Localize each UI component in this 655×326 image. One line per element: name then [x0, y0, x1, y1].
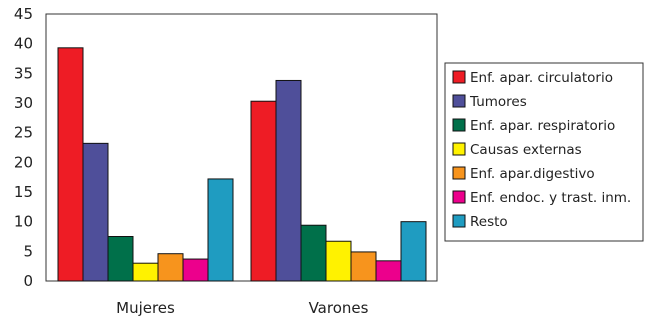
legend-swatch [452, 142, 466, 156]
bar [182, 258, 209, 282]
category-label: Varones [309, 299, 369, 317]
legend-label: Tumores [469, 94, 527, 110]
legend-swatch [452, 70, 466, 84]
bar [400, 221, 427, 282]
legend-label: Enf. apar.digestivo [470, 166, 595, 182]
bar [82, 142, 109, 282]
legend-label: Enf. endoc. y trast. inm. [470, 190, 631, 206]
bar [107, 236, 134, 282]
legend: Enf. apar. circulatorio Tumores Enf. apar.… [444, 62, 644, 242]
y-tick-label: 20 [14, 153, 33, 171]
plot-frame [45, 13, 438, 282]
bar [207, 178, 234, 282]
y-tick-label: 45 [14, 5, 33, 23]
y-tick-label: 10 [14, 213, 33, 231]
bar [132, 262, 159, 282]
legend-swatch [452, 118, 466, 132]
y-axis: 0 5 10 15 20 25 30 35 40 45 [14, 5, 33, 290]
legend-label: Causas externas [470, 142, 582, 158]
bar [375, 260, 402, 282]
legend-swatch [452, 214, 466, 228]
bar [300, 224, 327, 282]
legend-swatch [452, 190, 466, 204]
legend-box [444, 62, 644, 242]
legend-label: Enf. apar. circulatorio [470, 70, 613, 86]
bar [350, 251, 377, 282]
legend-swatch [452, 94, 466, 108]
y-tick-label: 40 [14, 35, 33, 53]
bar [325, 240, 352, 282]
bar [57, 47, 84, 282]
category-label: Mujeres [116, 299, 175, 317]
y-tick-label: 15 [14, 183, 33, 201]
bar [157, 253, 184, 282]
y-tick-label: 25 [14, 124, 33, 142]
bar [275, 79, 302, 282]
y-tick-label: 5 [23, 242, 33, 260]
legend-label: Enf. apar. respiratorio [470, 118, 615, 134]
legend-label: Resto [470, 214, 508, 230]
y-tick-label: 30 [14, 94, 33, 112]
bar [250, 100, 277, 282]
plot-border [45, 13, 438, 282]
legend-swatch [452, 166, 466, 180]
bars [57, 47, 427, 282]
x-axis: Mujeres Varones [116, 299, 368, 317]
y-tick-label: 0 [23, 272, 33, 290]
y-tick-label: 35 [14, 64, 33, 82]
